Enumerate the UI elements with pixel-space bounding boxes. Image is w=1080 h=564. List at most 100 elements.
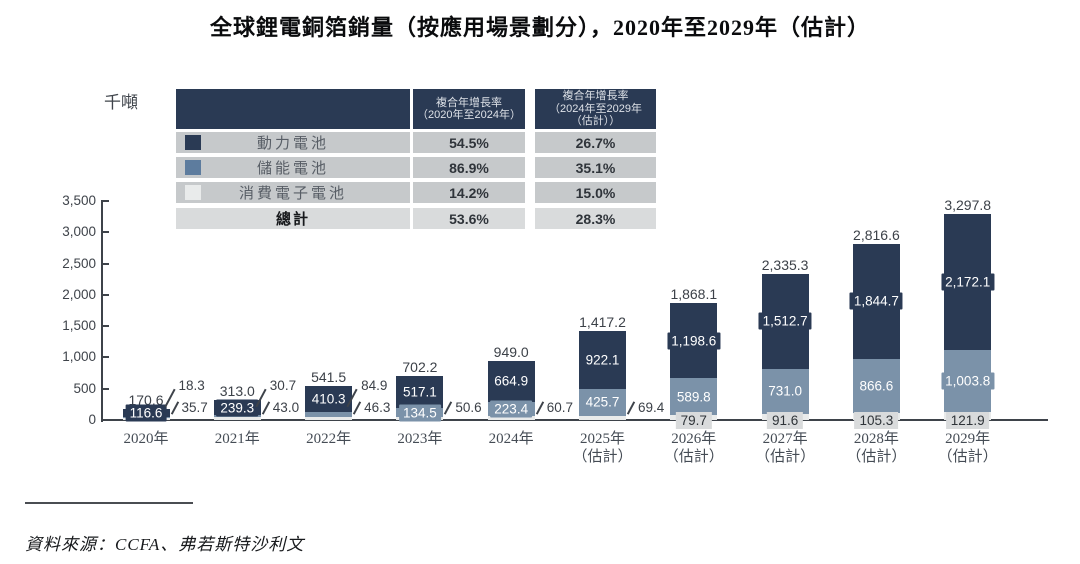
storage-value-label: 223.4 [490, 400, 533, 418]
y-axis-tick-label: 2,500 [62, 255, 96, 271]
callout-leader-line [255, 388, 267, 408]
y-axis-unit-label: 千噸 [104, 93, 138, 112]
cagr-2020-2024-header: 複合年增長率 （2020年至2024年） [413, 89, 525, 129]
bar-segment-consumer [305, 417, 353, 420]
x-axis-category-label: 2021年 [214, 431, 260, 447]
total-cagr-2020-2024: 53.6% [413, 208, 525, 229]
consumer-battery-label: 消費電子電池 [238, 185, 347, 202]
y-axis-tick [101, 387, 109, 390]
consumer-value-callout: 60.7 [546, 400, 573, 415]
bar-total-label: 170.6 [128, 392, 164, 409]
consumer-battery-swatch [185, 185, 201, 200]
bar-segment-consumer [487, 416, 535, 420]
bar-total-label: 702.2 [402, 359, 438, 376]
consumer-value-callout: 35.7 [181, 400, 208, 415]
y-axis-tick-label: 3,000 [62, 224, 96, 240]
storage-value-label: 731.0 [764, 382, 806, 400]
consumer-cagr-2020-2024: 14.2% [413, 182, 525, 203]
consumer-cagr-2024-2029: 15.0% [535, 182, 656, 203]
consumer-value-callout: 43.0 [272, 400, 300, 415]
bar-total-label: 949.0 [493, 343, 529, 360]
bar-total-label: 2,816.6 [853, 226, 900, 243]
consumer-value-label: 91.6 [766, 412, 804, 429]
cagr-2024-2029-header: 複合年增長率 （2024年至2029年 （估計）） [535, 89, 656, 129]
consumer-value-callout: 46.3 [364, 400, 391, 415]
bar-segment-storage [305, 411, 353, 418]
legend-cagr-table: 複合年增長率 （2020年至2024年） 複合年增長率 （2024年至2029年… [176, 89, 663, 231]
total-cagr-2024-2029: 28.3% [535, 208, 656, 229]
total-label: 總計 [275, 211, 310, 228]
bar-total-label: 1,868.1 [670, 286, 718, 303]
callout-leader-line [535, 401, 544, 415]
y-axis-tick-label: 500 [73, 380, 96, 396]
bar-total-label: 3,297.8 [944, 196, 992, 213]
cagr-header-line: 複合年增長率 [436, 96, 502, 109]
callout-leader-line [626, 401, 636, 415]
bar-total-label: 1,417.2 [579, 314, 626, 331]
y-axis-tick [101, 325, 109, 328]
consumer-value-label: 79.7 [675, 412, 712, 429]
x-axis-category-label: 2028年 （估計） [846, 431, 907, 465]
storage-cagr-2024-2029: 35.1% [535, 157, 656, 178]
consumer-value-label: 105.3 [854, 412, 899, 429]
cagr-header-line: （2020年至2024年） [417, 109, 521, 121]
power-value-label: 239.3 [216, 399, 259, 417]
bar-total-label: 541.5 [311, 369, 347, 386]
cagr-header-line: 複合年增長率 [562, 90, 629, 103]
y-axis-tick-label: 0 [88, 412, 96, 427]
y-axis-tick-label: 2,000 [62, 286, 96, 302]
source-divider [25, 502, 193, 504]
power-value-label: 664.9 [490, 372, 533, 390]
power-value-label: 922.1 [581, 351, 624, 369]
plot-area: 0 500 1,000 1,500 2,000 2,500 3,000 3,500 170.6 1… [62, 193, 1048, 465]
y-axis-tick [101, 356, 109, 359]
y-axis-tick [101, 262, 109, 265]
power-battery-swatch [185, 135, 201, 150]
storage-value-label: 589.8 [672, 388, 715, 406]
storage-value-label: 1,003.8 [941, 372, 995, 390]
y-axis-tick [101, 231, 109, 234]
storage-battery-label: 儲能電池 [256, 160, 329, 177]
x-axis-category-label: 2024年 [488, 431, 534, 447]
legend-header-spacer [176, 89, 410, 129]
y-axis-tick-label: 3,500 [62, 193, 96, 208]
y-axis-line [101, 201, 103, 422]
bar-segment-consumer [213, 417, 261, 420]
y-axis-tick [101, 419, 109, 421]
storage-value-callout: 18.3 [178, 378, 205, 393]
y-axis-tick-label: 1,000 [62, 349, 96, 365]
cagr-header-line: （2024年至2029年 [549, 102, 642, 115]
power-value-label: 1,844.7 [849, 292, 903, 310]
bar-total-label: 313.0 [219, 383, 255, 400]
bar-total-label: 2,335.3 [761, 256, 809, 273]
power-value-label: 1,512.7 [758, 312, 812, 330]
x-axis-category-label: 2027年 （估計） [755, 431, 816, 465]
y-axis-tick [101, 293, 109, 296]
y-axis-tick-label: 1,500 [62, 318, 96, 334]
power-value-label: 2,172.1 [941, 273, 995, 291]
power-value-label: 1,198.6 [667, 332, 721, 350]
storage-battery-swatch [185, 160, 201, 175]
power-value-label: 116.6 [125, 404, 167, 422]
x-axis-category-label: 2025年 （估計） [572, 431, 633, 465]
storage-value-callout: 84.9 [361, 378, 388, 393]
storage-value-callout: 30.7 [269, 378, 297, 393]
x-axis-category-label: 2020年 [123, 431, 169, 447]
storage-cagr-2020-2024: 86.9% [413, 157, 525, 178]
callout-leader-line [352, 401, 362, 415]
x-axis-category-label: 2023年 [397, 431, 443, 447]
storage-value-label: 866.6 [855, 377, 898, 395]
power-battery-label: 動力電池 [256, 135, 329, 152]
consumer-value-callout: 69.4 [638, 400, 665, 415]
power-cagr-2020-2024: 54.5% [413, 132, 525, 153]
consumer-value-label: 121.9 [945, 412, 990, 429]
x-axis-category-label: 2022年 [306, 431, 352, 447]
y-axis-tick [101, 200, 109, 202]
cagr-header-line: （估計）） [570, 115, 621, 128]
callout-leader-line [163, 388, 176, 408]
storage-value-label: 134.5 [398, 404, 441, 422]
callout-leader-line [261, 401, 270, 415]
chart-title: 全球鋰電銅箔銷量（按應用場景劃分），2020年至2029年（估計） [209, 15, 870, 40]
storage-value-label: 425.7 [581, 393, 624, 411]
